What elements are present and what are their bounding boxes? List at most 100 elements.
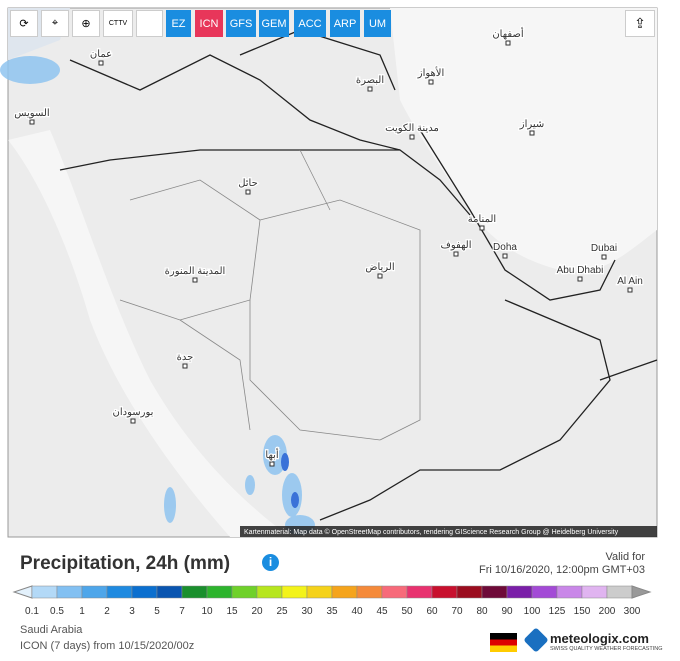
city-dot xyxy=(453,251,459,257)
tagline: SWISS QUALITY WEATHER FORECASTING xyxy=(550,646,663,652)
city-label: الرياض xyxy=(365,262,394,273)
legend-swatch xyxy=(456,585,483,599)
city-dot xyxy=(182,363,188,369)
model-button[interactable]: ICN xyxy=(195,10,223,37)
city-label: جدة xyxy=(177,352,194,363)
model-button[interactable]: UM xyxy=(364,10,391,37)
legend-swatch xyxy=(206,585,233,599)
legend-label: 35 xyxy=(326,606,338,617)
city-label: السويس xyxy=(14,108,49,119)
logo-icon xyxy=(523,627,549,653)
legend-label: 25 xyxy=(276,606,288,617)
city-label: Dubai xyxy=(591,243,617,254)
legend-label: 50 xyxy=(401,606,413,617)
legend-swatch xyxy=(231,585,258,599)
city-label: Al Ain xyxy=(617,276,643,287)
ctv-button[interactable]: CTTV xyxy=(103,10,133,37)
city-dot xyxy=(505,40,511,46)
city-label: أصفهان xyxy=(492,27,524,40)
legend-swatch xyxy=(56,585,83,599)
city-label: Doha xyxy=(493,242,517,253)
legend-label: 70 xyxy=(451,606,463,617)
legend-label: 5 xyxy=(154,606,160,617)
info-icon[interactable]: i xyxy=(262,554,279,571)
blank-button[interactable] xyxy=(136,10,163,37)
reload-button[interactable]: ⟳ xyxy=(10,10,38,37)
region: Saudi Arabia xyxy=(20,624,83,636)
legend-label: 150 xyxy=(574,606,591,617)
legend-label: 45 xyxy=(376,606,388,617)
city-label: المنامة xyxy=(468,214,496,225)
attribution-bg xyxy=(240,526,657,537)
city-label: المدينة المنورة xyxy=(165,266,226,277)
city-label: شيراز xyxy=(519,119,545,130)
legend-swatch xyxy=(606,585,633,599)
legend-swatch xyxy=(31,585,58,599)
city-dot xyxy=(98,60,104,66)
legend-swatch xyxy=(431,585,458,599)
city-dot xyxy=(601,254,607,260)
legend-label: 20 xyxy=(251,606,263,617)
city-label: عمان xyxy=(90,49,112,60)
city-dot xyxy=(269,461,275,467)
red-sea xyxy=(8,130,290,537)
legend-label: 80 xyxy=(476,606,488,617)
brand: meteologix.com xyxy=(550,631,649,646)
regions xyxy=(119,149,421,441)
zoom-button[interactable]: ⊕ xyxy=(72,10,100,37)
legend-label: 10 xyxy=(201,606,213,617)
title: Precipitation, 24h (mm) xyxy=(20,553,231,574)
model-button[interactable]: GFS xyxy=(226,10,256,37)
city-label: مدينة الكويت xyxy=(385,123,439,134)
legend-swatch xyxy=(531,585,558,599)
legend-swatch xyxy=(356,585,383,599)
city-label: حائل xyxy=(238,178,258,189)
city-dot xyxy=(367,86,373,92)
legend: 0.1 0.5 1 2 3 5 7 10 15 20 25 30 35 40 45 50 60 70 80 90 100… xyxy=(12,585,652,617)
legend-swatch xyxy=(406,585,433,599)
legend-label: 7 xyxy=(179,606,185,617)
city-label: Abu Dhabi xyxy=(557,265,604,276)
legend-swatch xyxy=(306,585,333,599)
city-dot xyxy=(428,79,434,85)
legend-arrow xyxy=(631,585,652,599)
city-dot xyxy=(577,276,583,282)
city-label: بورسودان xyxy=(113,407,154,418)
legend-swatch xyxy=(106,585,133,599)
legend-label: 0.5 xyxy=(50,606,64,617)
legend-label: 0.1 xyxy=(25,606,39,617)
city-label: البصرة xyxy=(356,75,384,86)
city-label: الأهواز xyxy=(417,67,445,79)
share-button[interactable]: ⇪ xyxy=(625,10,655,37)
legend-swatch xyxy=(556,585,583,599)
attribution: Kartenmaterial: Map data © OpenStreetMap… xyxy=(244,528,619,536)
legend-label: 2 xyxy=(104,606,110,617)
legend-label: 60 xyxy=(426,606,438,617)
legend-label: 1 xyxy=(79,606,85,617)
location-button[interactable]: ⌖ xyxy=(41,10,69,37)
city-label: الهفوف xyxy=(440,240,471,251)
model-button[interactable]: GEM xyxy=(259,10,289,37)
city-dot xyxy=(245,189,251,195)
city-dot xyxy=(627,287,633,293)
legend-swatch xyxy=(381,585,408,599)
city-dot xyxy=(529,130,535,136)
borders xyxy=(59,29,658,521)
legend-swatch xyxy=(256,585,283,599)
city-dot xyxy=(479,225,485,231)
legend-label: 90 xyxy=(501,606,513,617)
legend-label: 3 xyxy=(129,606,135,617)
city-dot xyxy=(192,277,198,283)
legend-swatch xyxy=(481,585,508,599)
valid-time: Fri 10/16/2020, 12:00pm GMT+03 xyxy=(478,564,645,576)
city-dot xyxy=(29,119,35,125)
model-button[interactable]: ACC xyxy=(294,10,326,37)
legend-label: 40 xyxy=(351,606,363,617)
model-button[interactable]: EZ xyxy=(166,10,191,37)
valid-label: Valid for xyxy=(605,551,645,563)
city-label: أبها xyxy=(265,448,278,461)
legend-swatch xyxy=(181,585,208,599)
legend-label: 30 xyxy=(301,606,313,617)
city-dot xyxy=(409,134,415,140)
model-button[interactable]: ARP xyxy=(330,10,360,37)
